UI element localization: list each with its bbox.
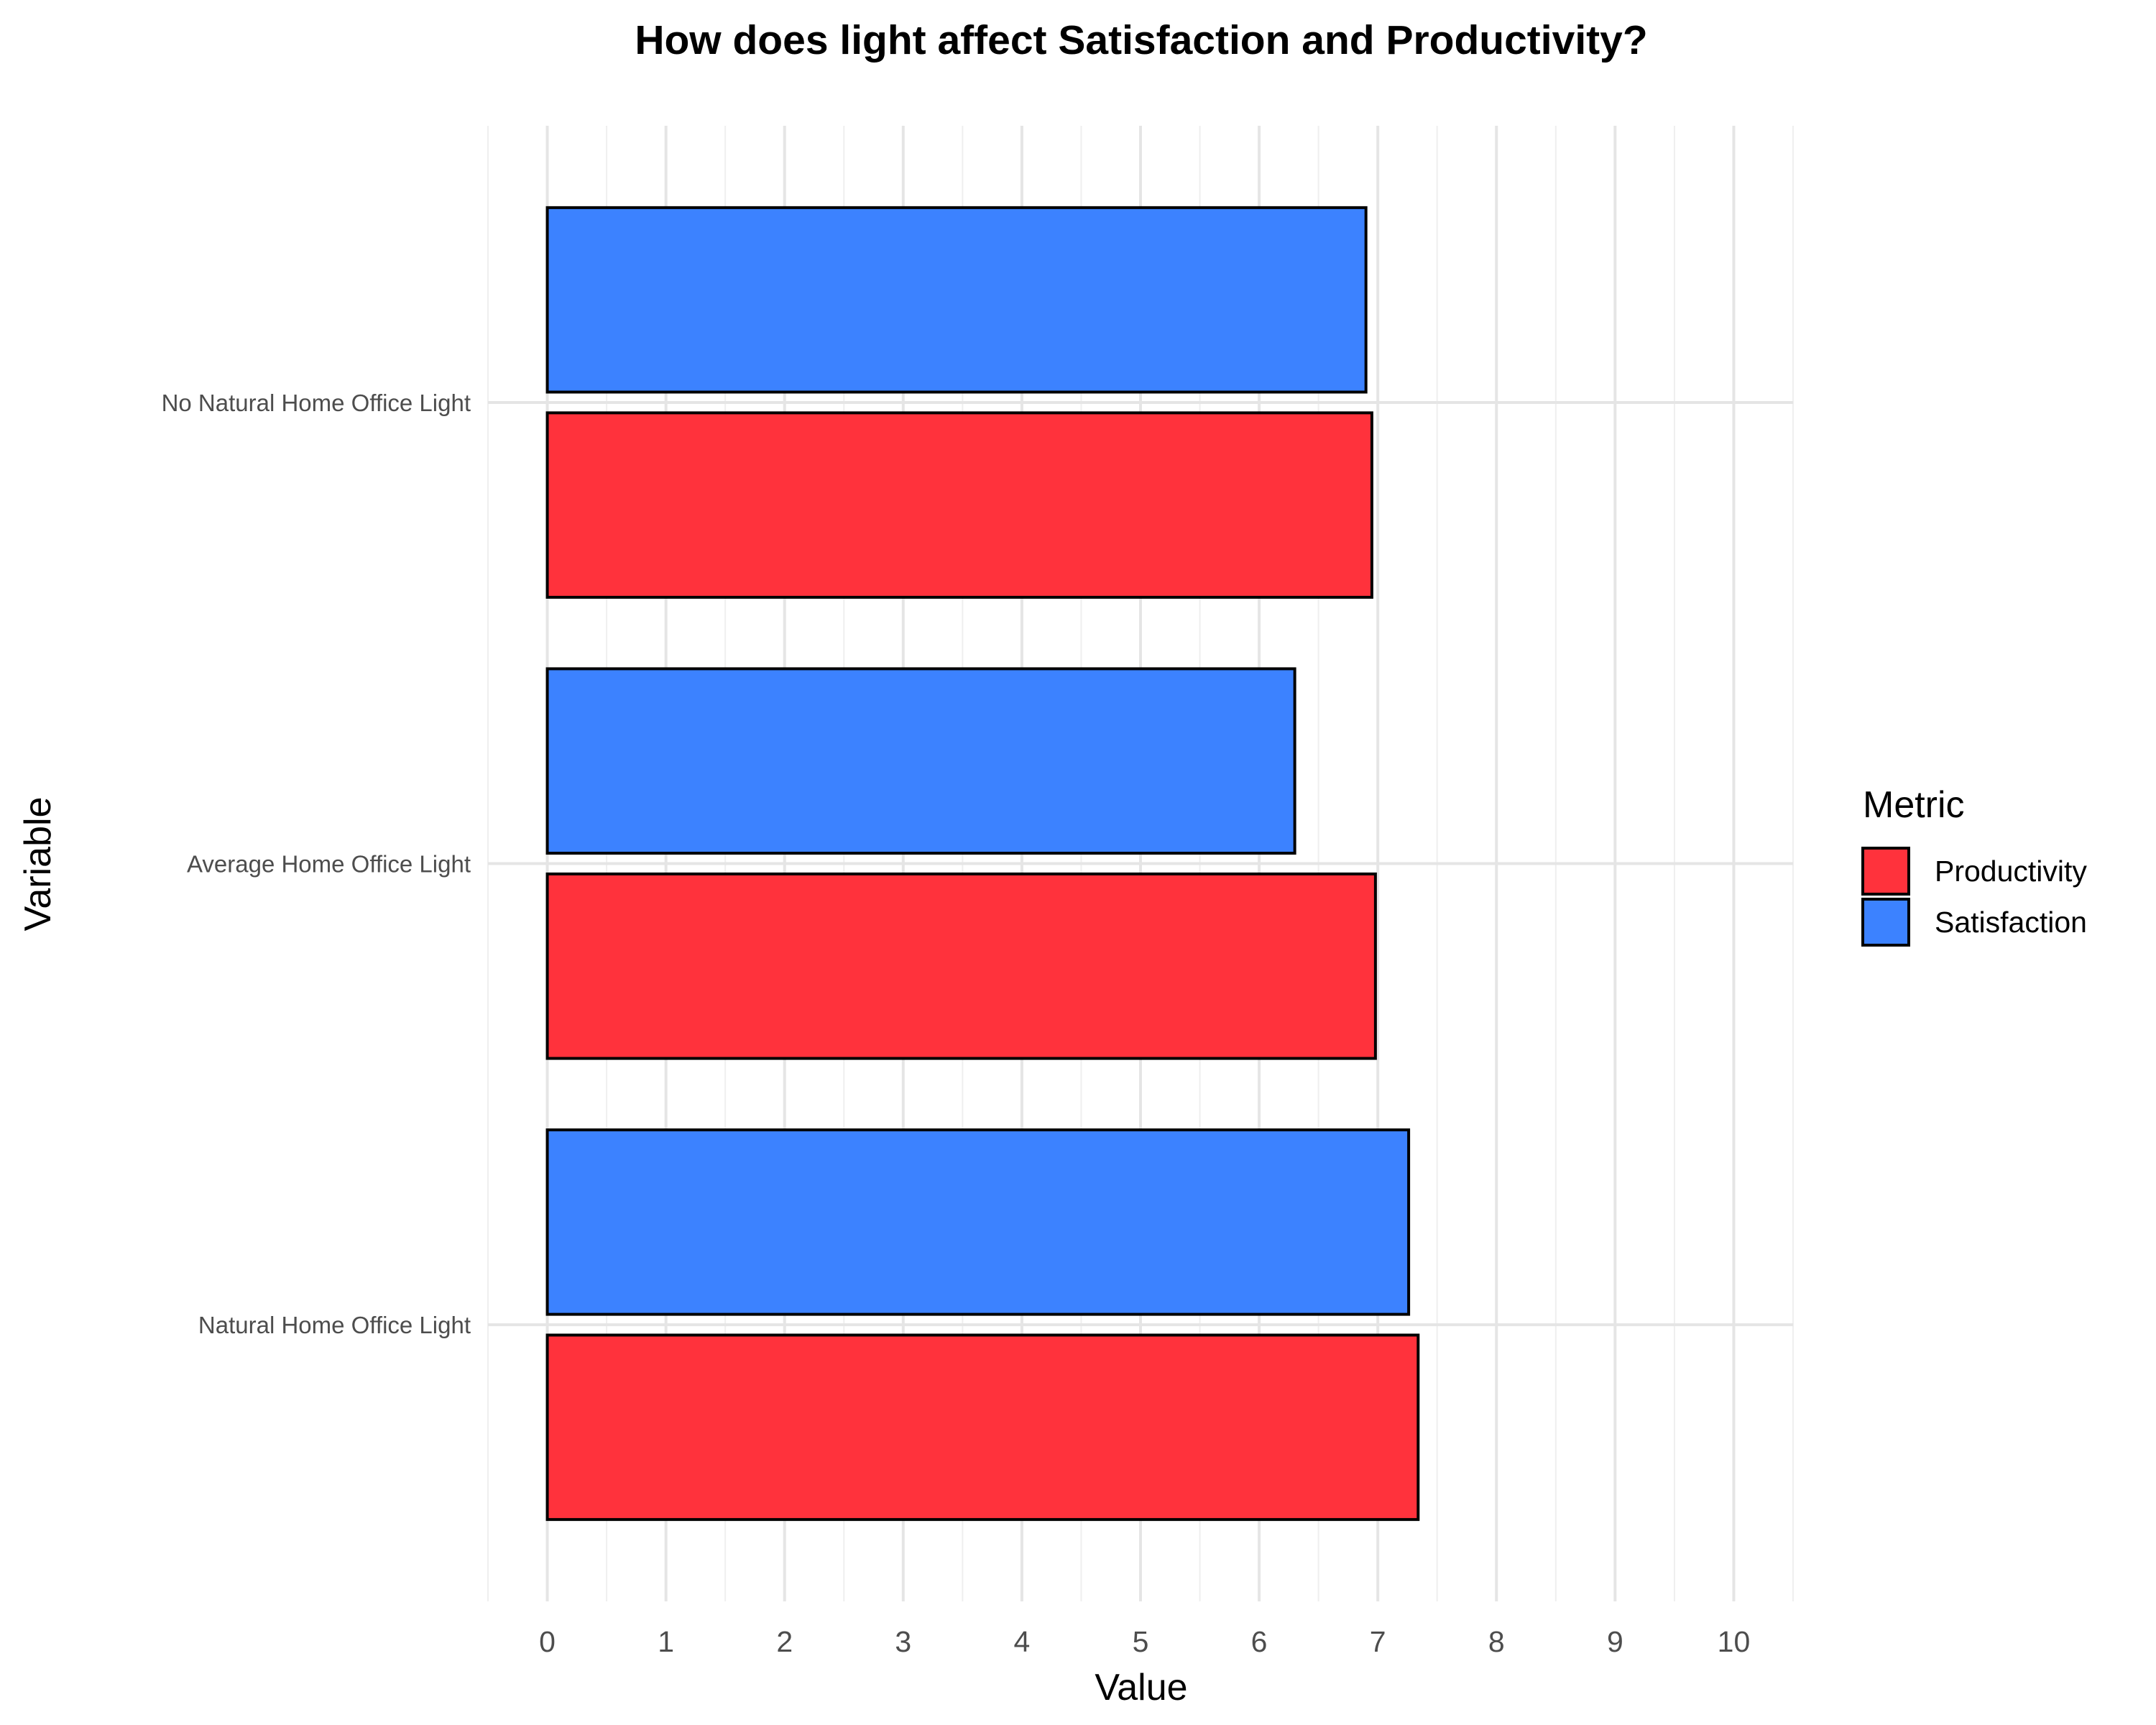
y-axis-title: Variable <box>17 797 59 932</box>
x-tick-label: 9 <box>1607 1625 1623 1658</box>
bar-satisfaction-2 <box>545 667 1296 855</box>
y-axis-categories: Natural Home Office Light Average Home Of… <box>162 390 471 1338</box>
bar-productivity-2 <box>545 872 1377 1060</box>
bar-productivity-3 <box>545 411 1373 599</box>
x-tick-label: 10 <box>1718 1625 1751 1658</box>
legend-label-productivity: Productivity <box>1935 855 2087 888</box>
x-tick-label: 8 <box>1488 1625 1505 1658</box>
legend: Metric Productivity Satisfaction <box>1861 784 2087 947</box>
legend-key-satisfaction <box>1861 898 1910 947</box>
chart-title: How does light affect Satisfaction and P… <box>635 17 1647 63</box>
category-label: Natural Home Office Light <box>198 1312 471 1338</box>
bars <box>545 206 1420 1522</box>
bar-productivity-1 <box>545 1333 1420 1522</box>
x-axis-ticks: 0 1 2 3 4 5 6 7 8 9 10 <box>539 1625 1750 1658</box>
category-label: No Natural Home Office Light <box>162 390 471 416</box>
x-tick-label: 1 <box>658 1625 674 1658</box>
legend-label-satisfaction: Satisfaction <box>1935 906 2087 939</box>
legend-title: Metric <box>1863 784 1965 826</box>
x-tick-label: 5 <box>1133 1625 1149 1658</box>
x-tick-label: 7 <box>1370 1625 1386 1658</box>
bar-satisfaction-1 <box>545 1128 1411 1316</box>
x-axis-title: Value <box>1095 1667 1187 1708</box>
legend-key-productivity <box>1861 847 1910 896</box>
x-tick-label: 2 <box>776 1625 793 1658</box>
x-tick-label: 0 <box>539 1625 556 1658</box>
x-tick-label: 4 <box>1014 1625 1031 1658</box>
category-label: Average Home Office Light <box>187 851 471 878</box>
x-tick-label: 3 <box>895 1625 911 1658</box>
bar-satisfaction-3 <box>545 206 1368 394</box>
x-tick-label: 6 <box>1251 1625 1268 1658</box>
